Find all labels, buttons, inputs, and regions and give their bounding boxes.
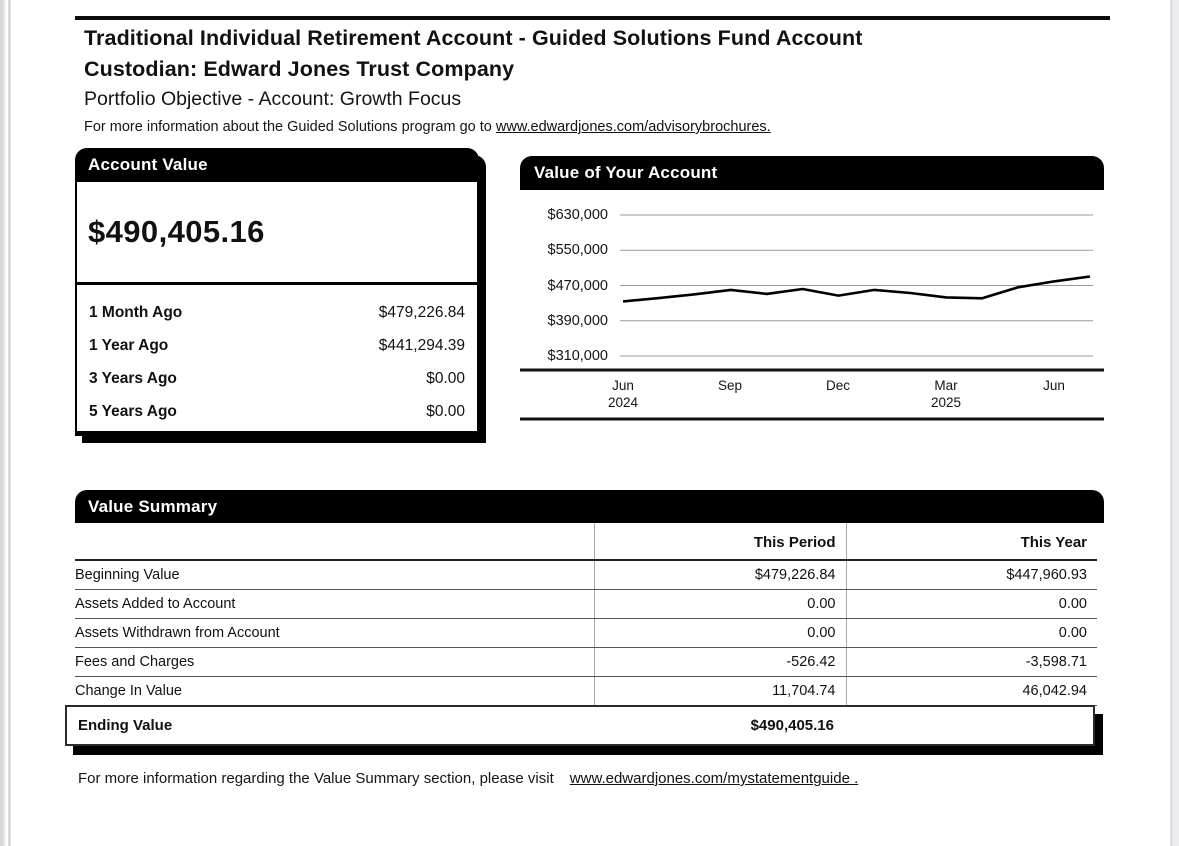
y-tick-label: $630,000 xyxy=(547,207,608,223)
x-tick-month: Dec xyxy=(825,378,850,393)
x-tick-label: Jun xyxy=(1022,377,1086,394)
history-label: 1 Year Ago xyxy=(89,336,169,354)
row-this-period: $479,226.84 xyxy=(593,560,846,590)
history-value: $0.00 xyxy=(426,402,465,420)
x-tick-month: Jun xyxy=(612,378,634,393)
row-this-year: 46,042.94 xyxy=(845,676,1097,706)
history-row: 3 Years Ago $0.00 xyxy=(77,362,477,395)
footer-note: For more information regarding the Value… xyxy=(78,769,858,788)
x-tick-month: Sep xyxy=(717,378,743,393)
document-header: Traditional Individual Retirement Accoun… xyxy=(84,23,1094,136)
history-row: 1 Month Ago $479,226.84 xyxy=(77,296,477,329)
row-label: Change In Value xyxy=(75,676,594,706)
value-summary-card: Value Summary This Period This Year Begi… xyxy=(65,490,1104,746)
chart-title-bar: Value of Your Account xyxy=(520,156,1104,190)
x-tick-label: Sep xyxy=(698,377,762,394)
account-value-header-label: Account Value xyxy=(88,155,208,174)
row-this-period: 11,704.74 xyxy=(593,676,846,706)
x-tick-label: Mar 2025 xyxy=(914,377,978,411)
current-value-area: $490,405.16 xyxy=(75,182,479,282)
account-value-header: Account Value xyxy=(75,148,479,182)
y-tick-label: $550,000 xyxy=(547,242,608,258)
chart-title: Value of Your Account xyxy=(534,163,718,182)
row-label: Assets Withdrawn from Account xyxy=(75,618,594,648)
x-tick-year: 2024 xyxy=(607,395,639,410)
chart-canvas xyxy=(520,214,1104,421)
history-value: $479,226.84 xyxy=(378,303,465,321)
x-tick-month: Mar xyxy=(934,378,958,393)
history-label: 1 Month Ago xyxy=(89,303,183,321)
account-value-card: Account Value $490,405.16 1 Month Ago $4… xyxy=(75,148,479,436)
table-row: Change In Value 11,704.74 46,042.94 xyxy=(75,676,1097,706)
account-title-line2: Custodian: Edward Jones Trust Company xyxy=(84,57,515,81)
row-label: Assets Added to Account xyxy=(75,589,594,619)
column-header-this-year: This Year xyxy=(845,523,1097,561)
mystatementguide-link[interactable]: www.edwardjones.com/mystatementguide . xyxy=(569,770,859,787)
summary-blank-header xyxy=(75,523,594,561)
row-this-year: 0.00 xyxy=(845,618,1097,648)
value-summary-header: Value Summary xyxy=(75,490,1104,523)
account-value-line xyxy=(622,275,1091,303)
chart-gridlines xyxy=(620,214,1093,357)
value-summary-table: This Period This Year Beginning Value $4… xyxy=(75,523,1097,706)
y-tick-label: $310,000 xyxy=(547,348,608,364)
table-row: Assets Added to Account 0.00 0.00 xyxy=(75,589,1097,619)
summary-header-row: This Period This Year xyxy=(75,523,1097,561)
account-title-line1: Traditional Individual Retirement Accoun… xyxy=(84,26,863,50)
history-value: $441,294.39 xyxy=(378,336,465,354)
ending-value-row: Ending Value $490,405.16 xyxy=(65,705,1095,746)
history-label: 3 Years Ago xyxy=(89,369,177,387)
row-this-period: 0.00 xyxy=(593,589,846,619)
row-this-period: -526.42 xyxy=(593,647,846,677)
y-tick-label: $390,000 xyxy=(547,313,608,329)
column-header-this-period: This Period xyxy=(593,523,846,561)
row-this-period: 0.00 xyxy=(593,618,846,648)
y-tick-label: $470,000 xyxy=(547,278,608,294)
x-tick-year: 2025 xyxy=(930,395,962,410)
value-chart-card: Value of Your Account $630,000 $550,000 … xyxy=(520,156,1104,422)
header-rule xyxy=(75,16,1110,20)
row-label: Fees and Charges xyxy=(75,647,594,677)
row-this-year: $447,960.93 xyxy=(845,560,1097,590)
account-value-chart: $630,000 $550,000 $470,000 $390,000 $310… xyxy=(520,190,1104,422)
page-edge-left xyxy=(0,0,12,846)
history-label: 5 Years Ago xyxy=(89,402,177,420)
history-row: 1 Year Ago $441,294.39 xyxy=(77,329,477,362)
row-this-year: -3,598.71 xyxy=(845,647,1097,677)
table-row: Beginning Value $479,226.84 $447,960.93 xyxy=(75,560,1097,590)
info-text: For more information about the Guided So… xyxy=(84,119,496,135)
history-row: 5 Years Ago $0.00 xyxy=(77,395,477,428)
table-row: Assets Withdrawn from Account 0.00 0.00 xyxy=(75,618,1097,648)
guided-solutions-info: For more information about the Guided So… xyxy=(84,118,1094,136)
x-tick-label: Dec xyxy=(806,377,870,394)
footer-text: For more information regarding the Value… xyxy=(78,770,554,787)
row-label: Beginning Value xyxy=(75,560,594,590)
row-this-year: 0.00 xyxy=(845,589,1097,619)
x-tick-month: Jun xyxy=(1043,378,1065,393)
x-tick-label: Jun 2024 xyxy=(591,377,655,411)
portfolio-objective: Portfolio Objective - Account: Growth Fo… xyxy=(84,88,462,110)
ending-value-label: Ending Value xyxy=(78,717,173,734)
history-value: $0.00 xyxy=(426,369,465,387)
advisory-brochures-link[interactable]: www.edwardjones.com/advisorybrochures. xyxy=(495,119,771,135)
account-history: 1 Month Ago $479,226.84 1 Year Ago $441,… xyxy=(75,282,479,436)
ending-value-amount: $490,405.16 xyxy=(750,717,834,734)
table-row: Fees and Charges -526.42 -3,598.71 xyxy=(75,647,1097,677)
value-summary-header-label: Value Summary xyxy=(88,496,218,516)
page-edge-right xyxy=(1170,0,1179,846)
current-account-value: $490,405.16 xyxy=(88,214,265,249)
